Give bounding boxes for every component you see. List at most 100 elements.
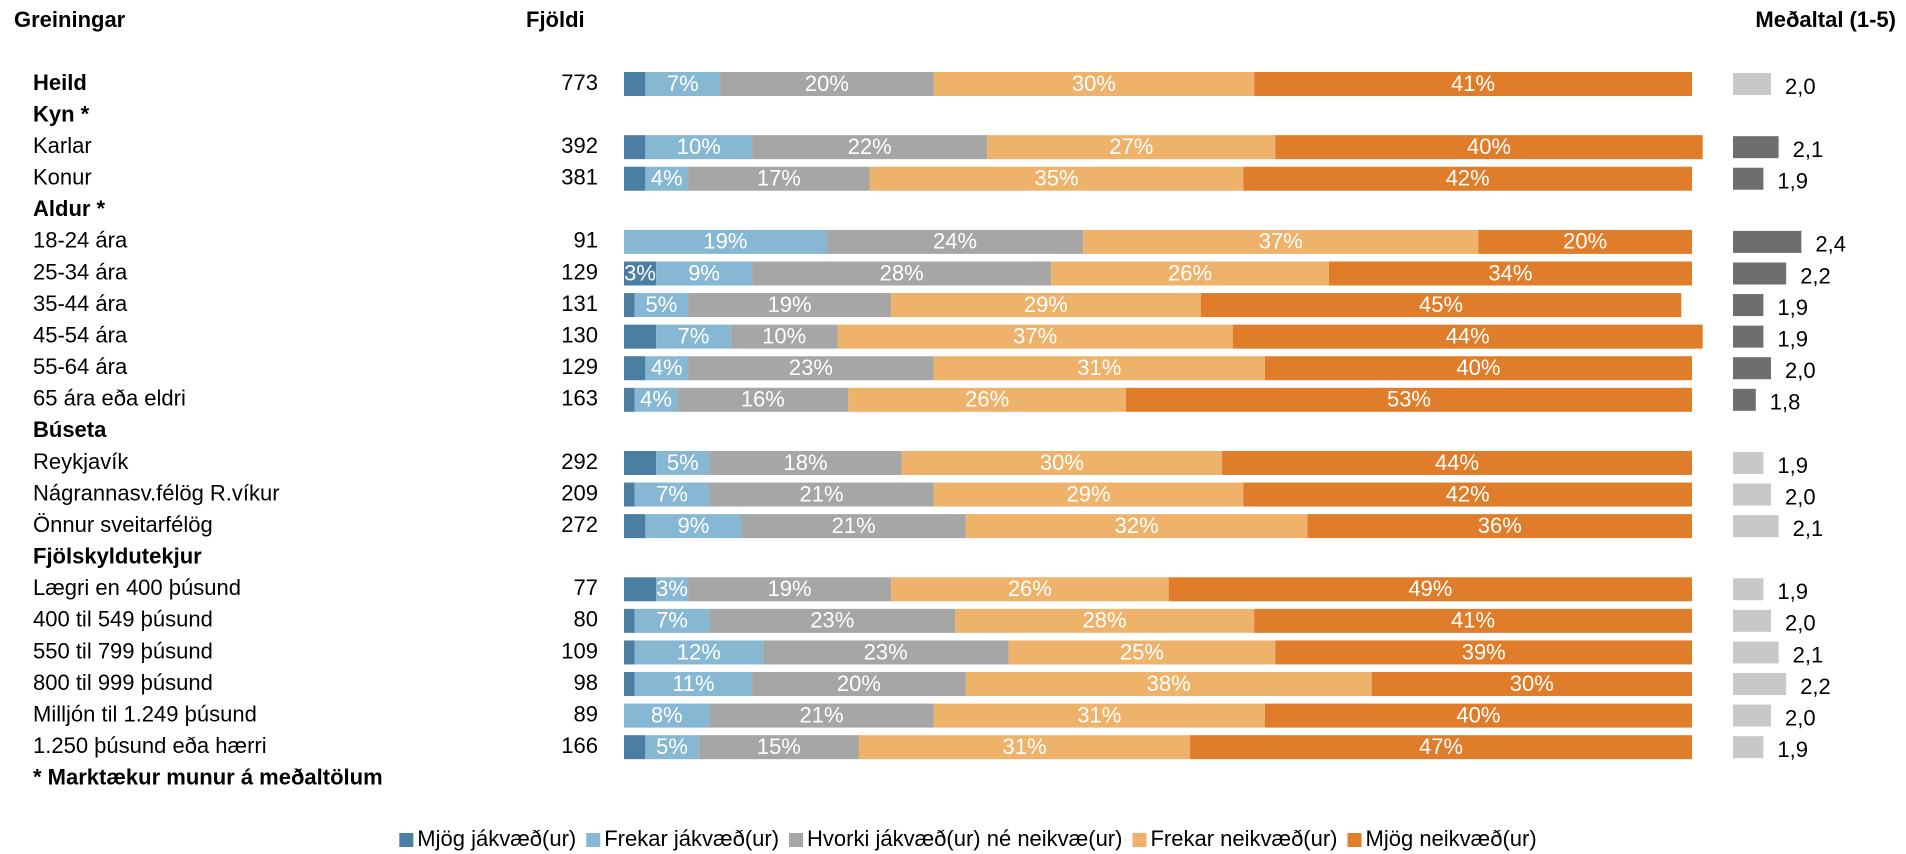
bar-segment [1264,356,1692,381]
count-label: 292 [561,449,598,474]
data-label: 23% [864,639,908,664]
bar-segment [762,640,1009,665]
bar-segment [624,672,635,697]
bar-segment [955,608,1255,633]
bar-segment [869,166,1244,191]
bar-segment [645,166,689,191]
data-label: 41% [1451,71,1495,96]
category-label: 18-24 ára [33,228,128,253]
category-label: Nágrannasv.félög R.víkur [33,480,280,505]
bar-segment [752,672,966,697]
bar-segment [1232,324,1703,349]
data-label: 45% [1419,292,1463,317]
mean-bar [1733,230,1802,253]
bar-segment [709,608,956,633]
legend-label: Mjög jákvæð(ur) [417,826,576,851]
data-label: 53% [1387,387,1431,412]
bar-segment [1168,577,1692,602]
bar-segment [645,135,753,160]
data-label: 40% [1456,702,1500,727]
bar-segment [656,324,731,349]
data-label: 44% [1435,450,1479,475]
legend-label: Frekar neikvæð(ur) [1150,826,1337,851]
data-label: 3% [624,260,656,285]
mean-bar [1733,262,1787,285]
bar-segment [645,735,699,760]
data-label: 10% [762,323,806,348]
mean-bar [1733,704,1771,727]
bar-segment [1275,640,1692,665]
mean-bar [1733,388,1756,411]
mean-label: 2,2 [1800,674,1831,699]
count-label: 80 [574,607,598,632]
bar-segment [688,293,891,318]
bar-segment [624,735,646,760]
bar-segment [933,356,1265,381]
data-label: 5% [645,292,677,317]
bar-segment [624,514,646,539]
count-label: 130 [561,322,598,347]
data-label: 20% [805,71,849,96]
bar-segment [891,577,1169,602]
data-label: 18% [784,450,828,475]
bar-segment [656,577,689,602]
data-label: 30% [1072,71,1116,96]
mean-bar [1733,357,1771,380]
bar-segment [634,640,763,665]
data-label: 34% [1488,260,1532,285]
data-label: 35% [1035,166,1079,191]
count-label: 773 [561,70,598,95]
bar-segment [634,293,689,318]
mean-bar [1733,578,1764,601]
mean-label: 2,4 [1815,232,1846,257]
mean-label: 1,8 [1770,390,1801,415]
mean-bar [1733,673,1787,696]
mean-label: 2,0 [1785,358,1816,383]
category-label: 65 ára eða eldri [33,386,186,411]
bar-segment [987,135,1276,160]
mean-label: 2,2 [1800,263,1831,288]
data-label: 32% [1115,513,1159,538]
count-label: 209 [561,480,598,505]
mean-bar [1733,736,1764,759]
data-label: 19% [768,292,812,317]
data-label: 37% [1259,229,1303,254]
data-label: 7% [656,481,688,506]
bar-segment [965,672,1372,697]
data-label: 31% [1002,734,1046,759]
data-label: 30% [1040,450,1084,475]
bar-segment [645,514,742,539]
bar-segment [901,450,1223,475]
mean-label: 2,0 [1785,611,1816,636]
data-label: 40% [1467,134,1511,159]
bar-segment [933,703,1265,728]
mean-label: 1,9 [1777,169,1808,194]
mean-bar [1733,73,1771,95]
count-label: 89 [574,701,598,726]
data-label: 41% [1451,608,1495,633]
mean-label: 1,9 [1777,295,1808,320]
data-label: 21% [800,481,844,506]
bar-segment [709,482,934,507]
data-label: 7% [656,608,688,633]
data-label: 9% [678,513,710,538]
data-label: 38% [1147,671,1191,696]
count-label: 272 [561,512,598,537]
bar-segment [1254,72,1692,96]
bar-segment [624,450,657,475]
count-header: Fjöldi [526,7,585,32]
bar-segment [1264,703,1692,728]
mean-bar [1733,325,1764,348]
data-label: 10% [677,134,721,159]
bar-segment [1371,672,1692,697]
count-label: 131 [561,291,598,316]
bar-segment [965,514,1308,539]
category-label: 35-44 ára [33,291,128,316]
category-label: Búseta [33,417,107,442]
data-label: 27% [1109,134,1153,159]
category-label: Reykjavík [33,449,129,474]
data-label: 5% [667,450,699,475]
mean-bar [1733,136,1779,159]
bar-segment [858,735,1191,760]
mean-label: 2,0 [1785,705,1816,730]
